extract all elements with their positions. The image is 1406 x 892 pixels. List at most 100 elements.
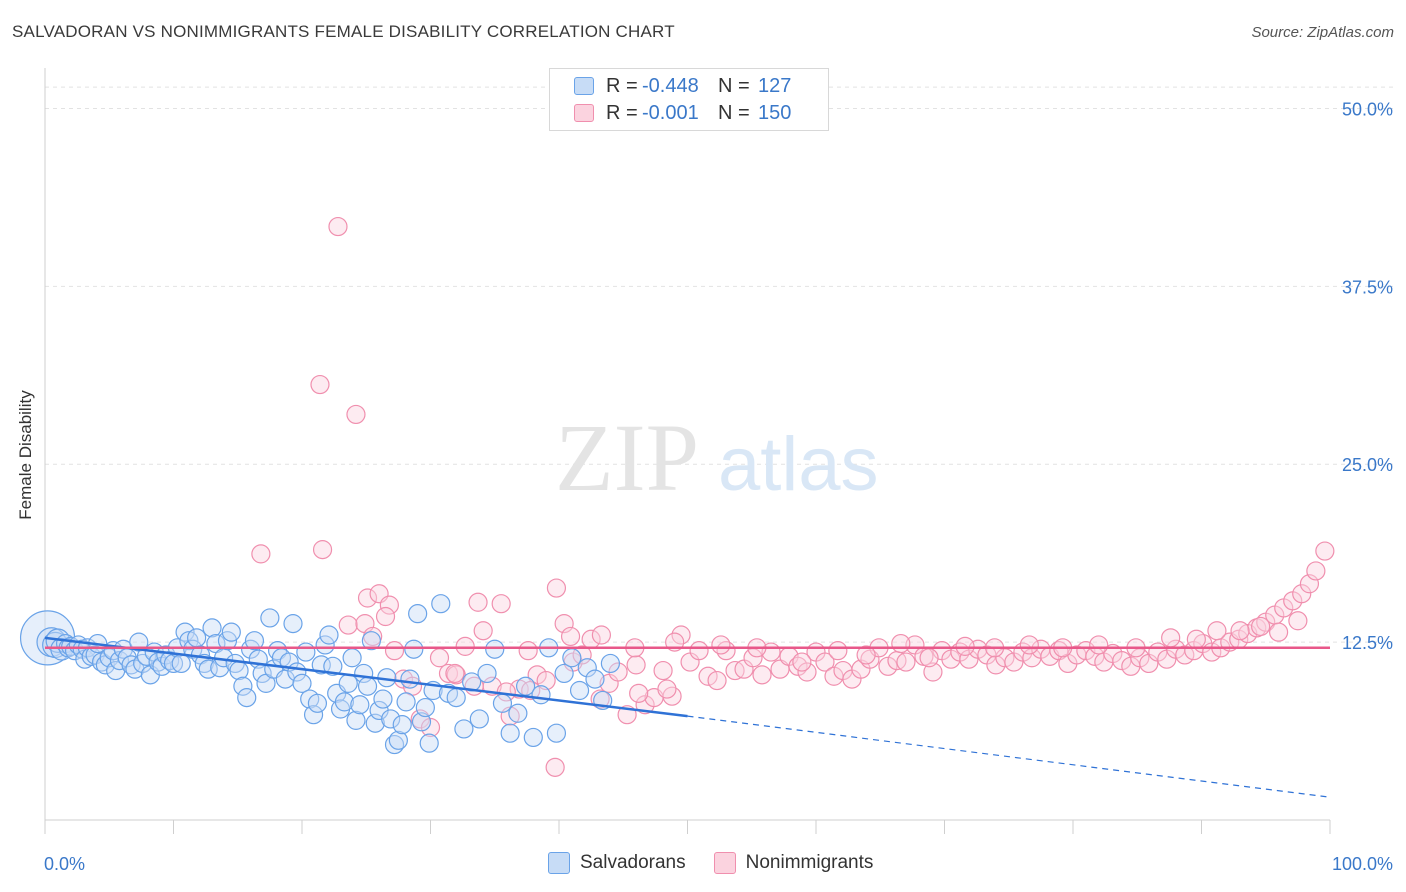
salvadorans-point <box>187 628 207 648</box>
salvadorans-point <box>411 712 432 732</box>
salvadorans-point <box>546 723 567 743</box>
nonimmigrants-point <box>536 670 556 691</box>
salvadorans-point <box>388 730 408 750</box>
nonimmigrants-point <box>1019 635 1039 655</box>
salvadorans-point <box>419 733 439 753</box>
nonimmigrants-point <box>312 540 333 560</box>
trend-lines <box>44 636 1331 798</box>
nonimmigrants-point <box>591 625 612 645</box>
watermark-atlas: atlas <box>718 422 879 507</box>
salvadorans-point <box>357 676 378 696</box>
watermark: ZIP atlas <box>555 404 879 511</box>
legend-item-nonimmigrants[interactable]: Nonimmigrants <box>713 852 874 874</box>
salvadorans-point <box>431 594 451 614</box>
salvadorans-point <box>477 663 497 684</box>
nonimmigrants-point <box>891 633 911 654</box>
r-label: R = <box>606 74 638 97</box>
source-label: Source: ZipAtlas.com <box>1251 24 1394 41</box>
legend-item-salvadorans[interactable]: Salvadorans <box>548 852 686 874</box>
salvadorans-point <box>531 685 551 705</box>
salvadorans-point <box>485 639 505 659</box>
salvadorans-point <box>346 710 366 730</box>
nonimmigrants-point <box>1230 621 1250 641</box>
nonimmigrants-point <box>698 666 718 686</box>
salvadorans-point <box>381 709 401 729</box>
nonimmigrants-point <box>856 645 876 665</box>
nonimmigrants-point <box>357 588 378 608</box>
salvadorans-point <box>221 622 241 642</box>
nonimmigrants-point <box>445 663 465 684</box>
nonimmigrants-point <box>896 652 916 672</box>
r-value: -0.001 <box>642 101 699 124</box>
salvadorans-point <box>373 689 393 709</box>
nonimmigrants-point <box>545 757 565 777</box>
r-label: R = <box>606 101 638 124</box>
salvadorans-point <box>500 723 520 743</box>
nonimmigrants-point <box>429 648 450 668</box>
salvadorans-point <box>365 713 385 733</box>
salvadorans-point <box>260 608 280 628</box>
nonimmigrants-point <box>711 635 731 655</box>
nonimmigrants-point <box>518 641 538 661</box>
chart-title: SALVADORAN VS NONIMMIGRANTS FEMALE DISAB… <box>12 22 675 41</box>
axes <box>44 68 1331 834</box>
salvadorans-point <box>446 688 466 708</box>
series-legend: Salvadorans Nonimmigrants <box>548 852 901 874</box>
nonimmigrants-point <box>346 404 366 425</box>
salvadorans-point <box>319 625 339 645</box>
grid-lines <box>45 86 1395 643</box>
salvadorans-point <box>454 719 474 739</box>
nonimmigrants-point <box>379 595 399 615</box>
salvadorans-point <box>400 669 420 689</box>
n-label: N = <box>718 74 750 97</box>
nonimmigrants-point <box>1315 541 1335 561</box>
salvadorans-point <box>342 648 362 668</box>
x-tick-label: 0.0% <box>44 854 85 874</box>
nonimmigrants-point <box>707 670 727 691</box>
legend-label: Nonimmigrants <box>745 852 874 873</box>
nonimmigrants-point <box>689 641 709 661</box>
nonimmigrants-point <box>438 663 459 684</box>
salvadorans-point <box>307 693 328 713</box>
nonimmigrants-point <box>797 662 817 682</box>
y-tick-label: 12.5% <box>1342 633 1393 653</box>
nonimmigrants-point <box>653 660 673 681</box>
salvadorans-point <box>523 727 543 748</box>
nonimmigrants-point <box>1186 629 1206 649</box>
n-label: N = <box>718 101 750 124</box>
salvadorans-point <box>323 656 343 676</box>
salvadorans-point <box>600 653 621 674</box>
watermark-zip: ZIP <box>555 404 699 511</box>
nonimmigrants-point <box>923 662 943 682</box>
nonimmigrants-point <box>955 636 975 656</box>
nonimmigrants-point <box>491 594 511 614</box>
salvadorans-point <box>233 676 253 696</box>
nonimmigrants-point <box>1175 645 1195 665</box>
salvadorans-point <box>469 709 489 729</box>
salvadorans-point <box>396 692 416 712</box>
salvadorans-point <box>569 680 590 701</box>
nonimmigrants-point <box>473 621 493 641</box>
r-value: -0.448 <box>642 74 699 97</box>
salvadorans-point <box>350 695 370 715</box>
nonimmigrants-point <box>384 641 405 661</box>
y-tick-label: 50.0% <box>1342 99 1393 119</box>
salvadorans-point <box>244 631 265 651</box>
nonimmigrants-point <box>1207 621 1227 641</box>
nonimmigrants-point <box>375 606 396 627</box>
salvadorans-point <box>229 660 249 681</box>
salvadorans-point <box>585 669 605 689</box>
n-value: 127 <box>758 74 792 97</box>
x-tick-label: 100.0% <box>1332 854 1393 874</box>
nonimmigrants-legend-swatch <box>713 852 736 874</box>
nonimmigrants-point <box>455 636 475 656</box>
salvadorans-point <box>492 693 513 713</box>
salvadorans-point <box>508 703 528 723</box>
salvadorans-point <box>392 715 412 735</box>
nonimmigrants-point <box>815 652 835 672</box>
salvadorans-point <box>283 614 303 634</box>
nonimmigrants-point <box>828 641 848 661</box>
nonimmigrants-point <box>792 652 812 672</box>
nonimmigrants-point <box>1292 584 1312 604</box>
nonimmigrants-point <box>251 544 271 564</box>
